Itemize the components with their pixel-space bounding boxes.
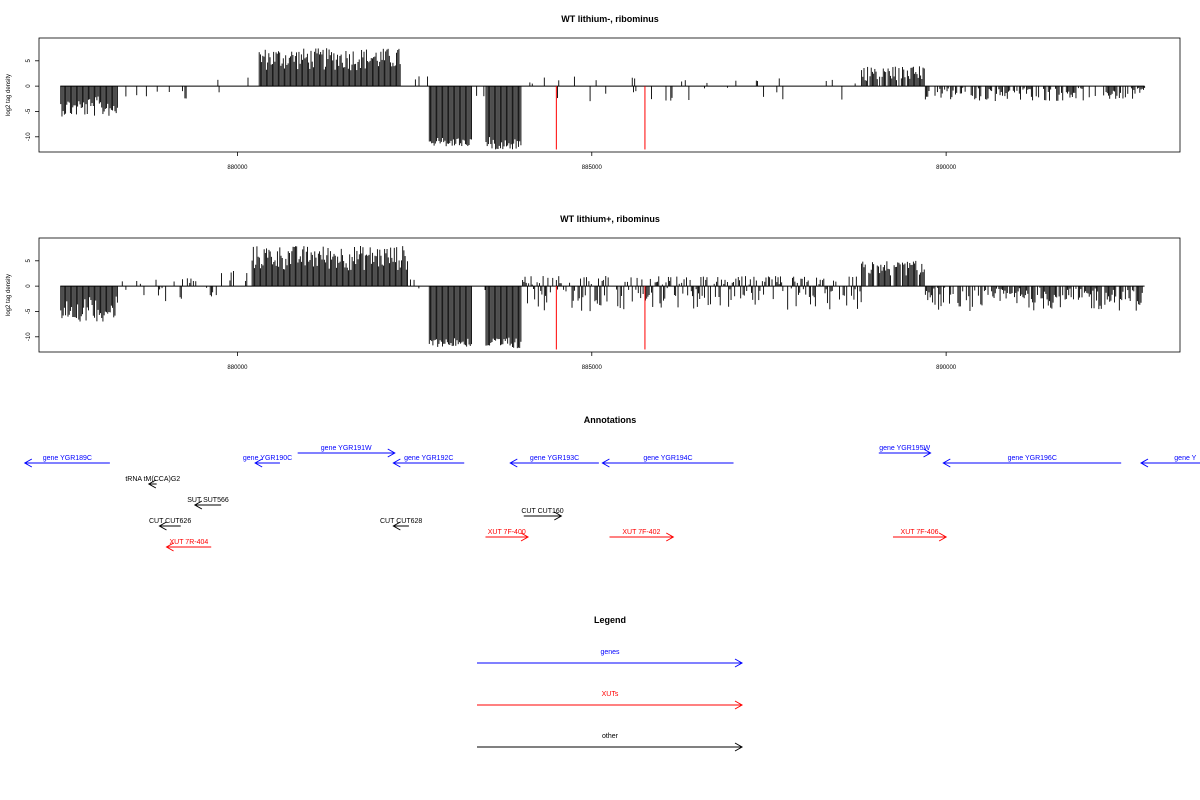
- legend-panel: Legend genes XUTs other: [477, 615, 744, 752]
- feature-arrow-head: [387, 448, 396, 458]
- feature-arrow-head: [942, 458, 951, 468]
- feature-label: gene YGR191W: [321, 445, 372, 452]
- feature-arrow-head: [392, 521, 401, 531]
- x-tick-label: 890000: [936, 365, 957, 371]
- annotation-feature: CUT CUT628: [380, 518, 422, 531]
- highlight-markers: [555, 286, 646, 350]
- annotation-feature: XUT 7F-406: [892, 529, 948, 542]
- feature-arrow-head: [1140, 458, 1149, 468]
- feature-label: XUT 7R-404: [169, 539, 208, 546]
- feature-arrow-head: [554, 511, 563, 521]
- annotations-panel: Annotations gene YGR189C gene YGR190Cgene…: [23, 415, 1200, 552]
- feature-arrow-head: [165, 542, 174, 552]
- annotation-feature: gene YGR189C: [23, 455, 110, 468]
- feature-label: CUT CUT628: [380, 518, 422, 525]
- annotation-feature: CUT CUT626: [149, 518, 191, 531]
- signal-bars: [60, 48, 1146, 150]
- x-tick-label: 880000: [227, 165, 248, 171]
- feature-arrow-head: [520, 532, 530, 542]
- feature-label: gene YGR196C: [1008, 455, 1057, 462]
- feature-arrow-head: [23, 458, 33, 468]
- x-tick-label: 885000: [582, 165, 603, 171]
- feature-label: XUT 7F-402: [622, 529, 660, 536]
- feature-label: gene YGR194C: [643, 455, 692, 462]
- annotation-feature: gene YGR190C: [243, 455, 292, 468]
- panel-title: WT lithium+, ribominus: [560, 214, 660, 224]
- legend-label: other: [602, 733, 619, 740]
- legend-arrow-head: [734, 742, 744, 752]
- y-tick-label: 5: [26, 258, 32, 262]
- annotation-feature: gene YGR196C: [942, 455, 1122, 468]
- feature-label: XUT 7F-406: [901, 529, 939, 536]
- feature-arrow-head: [938, 532, 948, 542]
- annotation-feature: CUT CUT160: [521, 508, 564, 521]
- feature-label: CUT CUT626: [149, 518, 191, 525]
- annotation-feature: gene YGR193C: [509, 455, 599, 468]
- axis-ticks: 880000 885000 890000 5 0 -5 -10: [26, 58, 957, 171]
- legend-label: XUTs: [602, 691, 619, 698]
- y-axis-label: log2 tag density: [6, 74, 12, 116]
- annotation-feature: tRNA tM(CCA)G2: [125, 476, 180, 489]
- feature-label: gene YGR193C: [530, 455, 579, 462]
- feature-arrow-head: [923, 448, 932, 458]
- feature-label: gene YGR195W: [879, 445, 930, 452]
- annotation-feature: gene YGR191W: [297, 445, 396, 458]
- panel-title: WT lithium-, ribominus: [561, 14, 659, 24]
- legend-title: Legend: [594, 615, 626, 625]
- annotation-feature: XUT 7F-400: [485, 529, 530, 542]
- plot-frame: [38, 37, 1181, 153]
- legend-entry: XUTs: [477, 691, 744, 710]
- legend-arrow-head: [734, 658, 744, 668]
- annotation-feature: gene YGR194C: [601, 455, 734, 468]
- y-axis-label: log2 tag density: [6, 274, 12, 316]
- feature-arrow-head: [254, 458, 263, 468]
- y-tick-label: -5: [26, 308, 32, 314]
- y-tick-label: 0: [26, 284, 32, 288]
- annotation-feature: gene Y: [1140, 455, 1200, 468]
- annotations-title: Annotations: [584, 415, 637, 425]
- plot-frame: [38, 237, 1181, 353]
- legend-entries: genes XUTs other: [477, 649, 744, 752]
- feature-label: tRNA tM(CCA)G2: [125, 476, 180, 483]
- annotation-features: gene YGR189C gene YGR190C gene YGR191W gene…: [23, 445, 1200, 552]
- feature-label: gene YGR189C: [43, 455, 92, 462]
- feature-label: gene YGR190C: [243, 455, 292, 462]
- feature-arrow-head: [147, 479, 157, 489]
- x-tick-label: 890000: [936, 165, 957, 171]
- annotation-feature: gene YGR195W: [878, 445, 932, 458]
- annotation-feature: XUT 7F-402: [609, 529, 675, 542]
- y-tick-label: 5: [26, 58, 32, 62]
- legend-entry: genes: [477, 649, 744, 668]
- legend-label: genes: [600, 649, 620, 656]
- feature-arrow-head: [666, 532, 675, 542]
- highlight-markers: [555, 86, 646, 150]
- legend-arrow-head: [734, 700, 744, 710]
- feature-label: CUT CUT160: [521, 508, 563, 515]
- feature-arrow-head: [601, 458, 610, 468]
- feature-arrow-head: [193, 500, 203, 510]
- y-tick-label: -10: [26, 132, 32, 141]
- feature-arrow-head: [509, 458, 518, 468]
- track-panel-lithium-plus: WT lithium+, ribominus log2 tag density …: [6, 214, 1181, 371]
- x-tick-label: 880000: [227, 365, 248, 371]
- y-tick-label: 0: [26, 84, 32, 88]
- annotation-feature: XUT 7R-404: [165, 539, 212, 552]
- legend-entry: other: [477, 733, 744, 752]
- y-tick-label: -5: [26, 108, 32, 114]
- feature-arrow-head: [158, 521, 167, 531]
- feature-label: gene YGR192C: [404, 455, 453, 462]
- annotation-feature: gene YGR192C: [392, 455, 465, 468]
- signal-bars: [60, 246, 1145, 349]
- x-tick-label: 885000: [582, 365, 603, 371]
- annotation-feature: SUT SUT566: [187, 497, 229, 510]
- feature-label: SUT SUT566: [187, 497, 229, 504]
- feature-arrow-head: [392, 458, 401, 468]
- y-tick-label: -10: [26, 332, 32, 341]
- feature-label: gene Y: [1174, 455, 1196, 462]
- track-panel-lithium-minus: WT lithium-, ribominus log2 tag density …: [6, 14, 1181, 171]
- axis-ticks: 880000 885000 890000 5 0 -5 -10: [26, 258, 957, 371]
- feature-label: XUT 7F-400: [488, 529, 526, 536]
